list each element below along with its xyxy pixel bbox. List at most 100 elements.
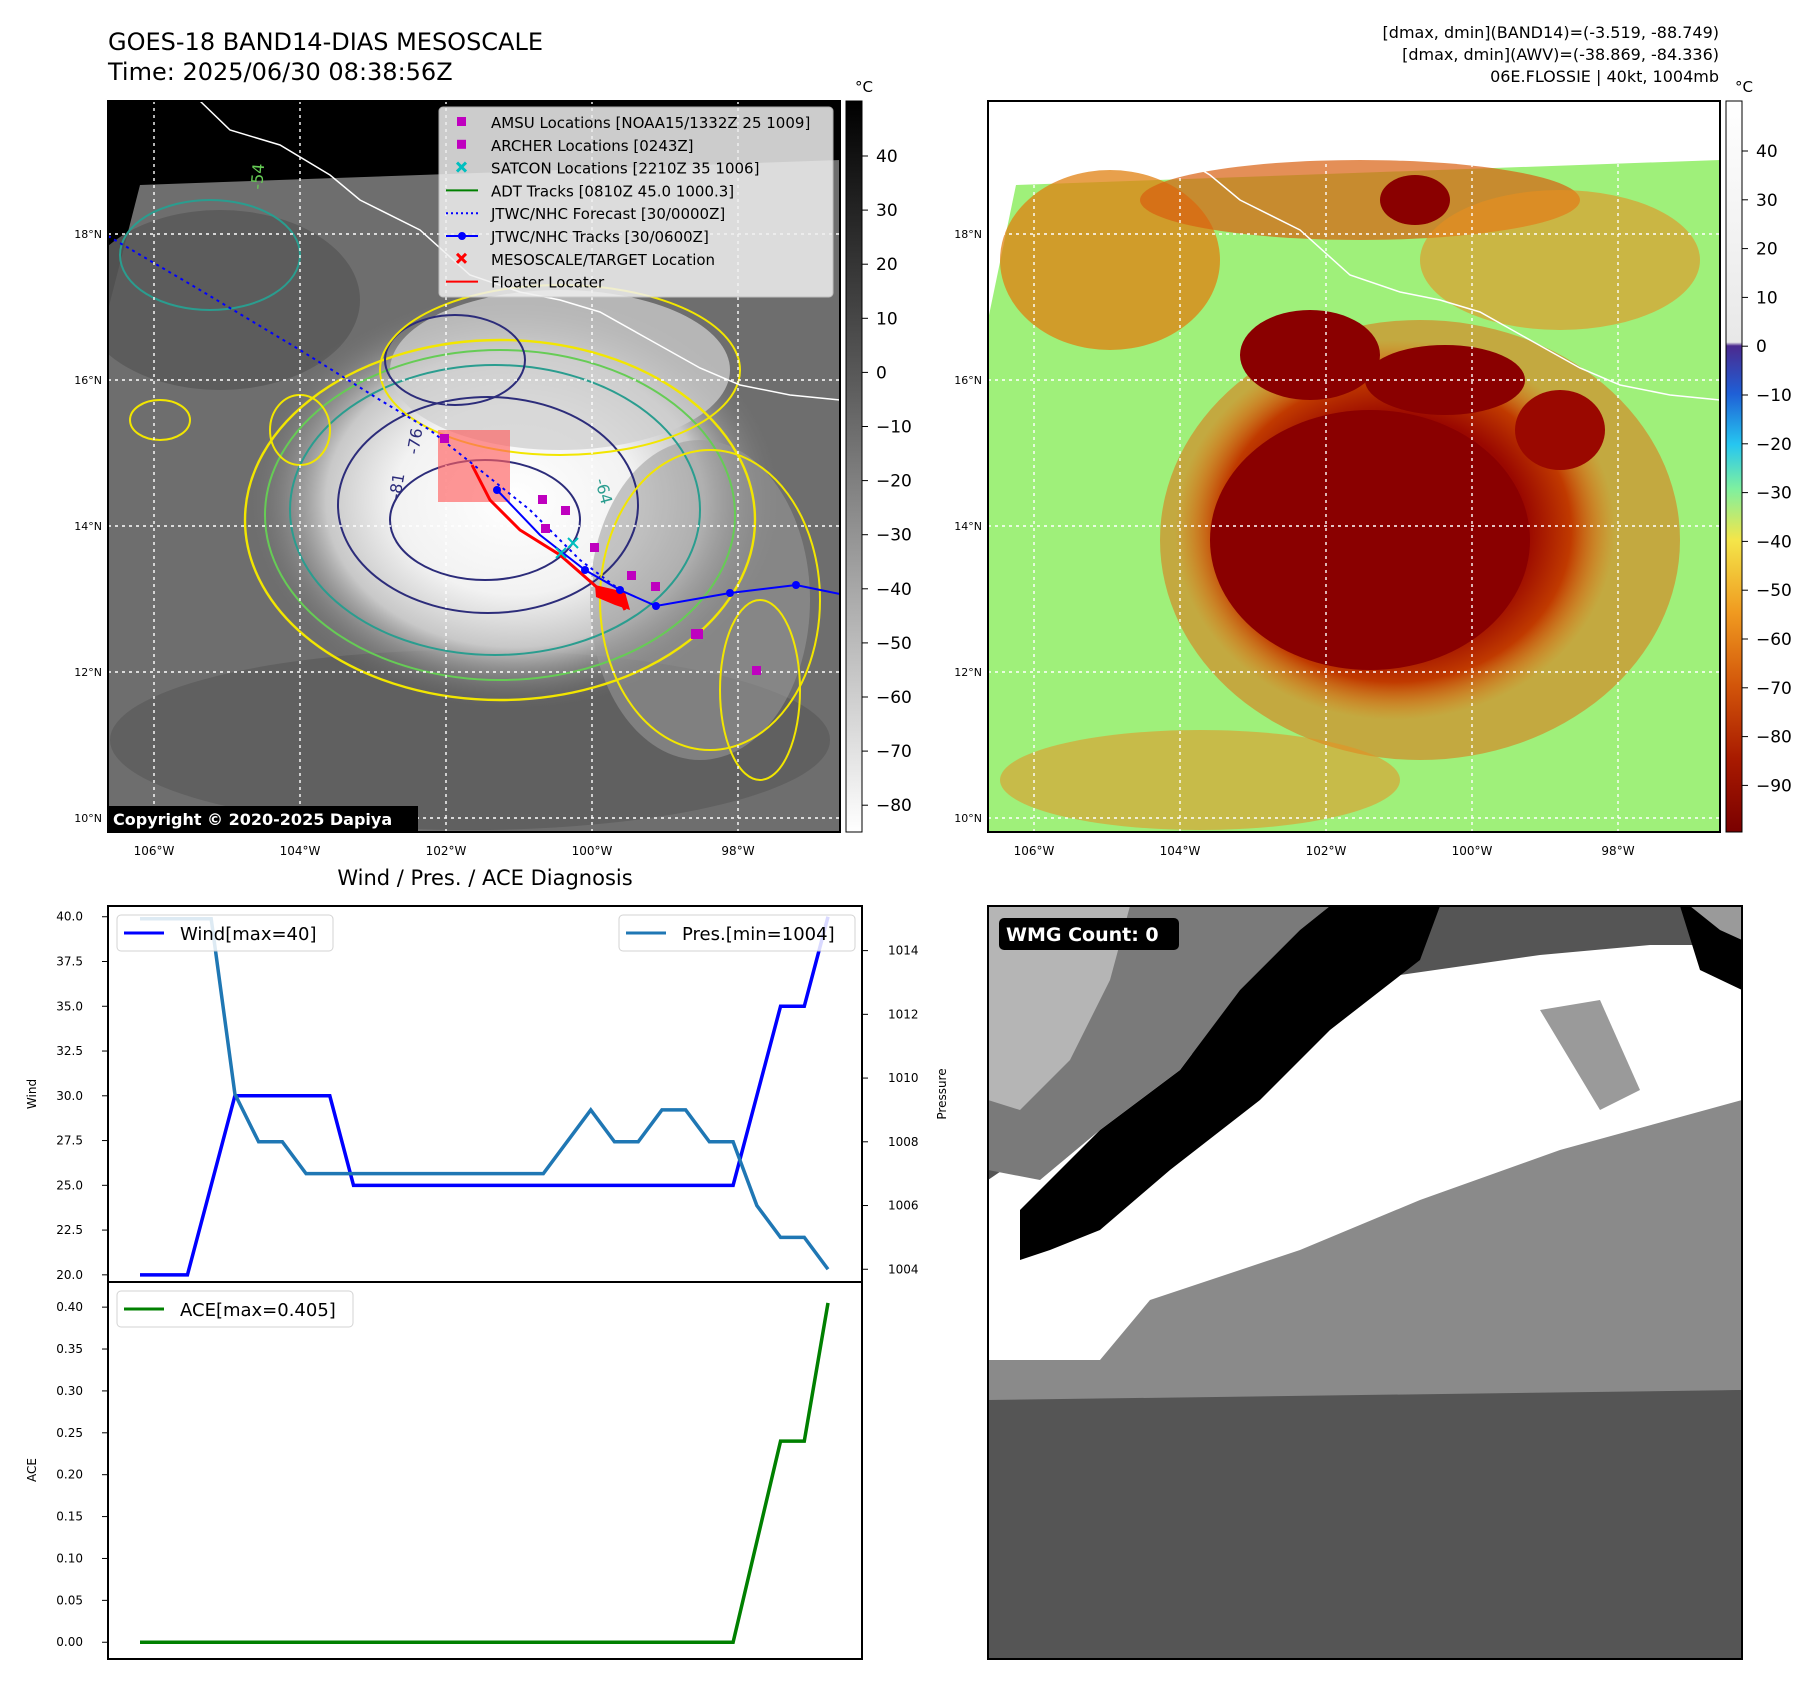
contour-label-81: -81 — [385, 472, 408, 501]
colorbar-tick-label: 20 — [876, 255, 898, 275]
lon-tick-label: 100°W — [1452, 844, 1493, 858]
band14-colorbar: °C 40 30 20 10 0 −10 −20 −30 −40 −50 −60 −70 −80 — [845, 78, 912, 833]
lon-tick-label: 106°W — [1014, 844, 1055, 858]
lon-tick-label: 98°W — [721, 844, 754, 858]
lon-tick-label: 102°W — [426, 844, 467, 858]
figure-time: Time: 2025/06/30 08:38:56Z — [107, 58, 453, 86]
legend-label: JTWC/NHC Tracks [30/0600Z] — [490, 228, 709, 246]
map2-frame — [987, 100, 1721, 833]
lon-tick-label: 106°W — [134, 844, 175, 858]
legend-item: SATCON Locations [2210Z 35 1006] — [455, 160, 759, 178]
ace-axis-tick-label: 0.15 — [56, 1510, 83, 1524]
legend-item: ARCHER Locations [0243Z] — [457, 137, 694, 155]
colorbar-tick-label: −50 — [876, 634, 912, 654]
legend-marker-x — [455, 161, 468, 173]
contour-cell-w — [129, 399, 191, 441]
legend-item: AMSU Locations [NOAA15/1332Z 25 1009] — [457, 114, 810, 132]
ace-legend-label: ACE[max=0.405] — [180, 1300, 336, 1321]
wind-axis-tick-label: 37.5 — [56, 955, 83, 969]
colorbar-tick-label: −50 — [1756, 581, 1792, 601]
wind-legend: Wind[max=40] — [116, 914, 334, 952]
ace-axis-tick-label: 0.40 — [56, 1300, 83, 1314]
colorbar-tick-label: −90 — [1756, 776, 1792, 796]
wind-axis-tick-label: 35.0 — [56, 999, 83, 1013]
wmg-panel: WMG Count: 0 — [987, 905, 1743, 1660]
wmg-count-box — [999, 918, 1179, 950]
lat-tick-label: 12°N — [74, 666, 102, 679]
wind-axis-label: Wind — [25, 1079, 39, 1109]
best-track — [496, 489, 840, 608]
ace-legend: ACE[max=0.405] — [116, 1290, 354, 1328]
pressure-legend: Pres.[min=1004] — [618, 914, 856, 952]
colorbar-tick-label: −40 — [1756, 532, 1792, 552]
dmax-band14: [dmax, dmin](BAND14)=(-3.519, -88.749) — [1383, 23, 1719, 42]
wind-axis-tick-label: 32.5 — [56, 1044, 83, 1058]
contour-green — [264, 349, 736, 681]
colorbar-tick-label: 20 — [1756, 240, 1778, 260]
ace-axis-tick-label: 0.00 — [56, 1635, 83, 1649]
wmg-black-band — [1020, 906, 1440, 1260]
lon-tick-label: 104°W — [1160, 844, 1201, 858]
band14-map: -81 -76 -64 -54 — [74, 100, 841, 858]
ace-axis-tick-label: 0.20 — [56, 1468, 83, 1482]
legend-item: JTWC/NHC Tracks [30/0600Z] — [446, 228, 709, 246]
diagnosis-title: Wind / Pres. / ACE Diagnosis — [337, 866, 632, 890]
awv-cell-n1 — [1240, 310, 1380, 400]
colorbar-tick-label: −20 — [876, 472, 912, 492]
legend-label: SATCON Locations [2210Z 35 1006] — [491, 160, 759, 178]
awv-cell-ne — [1515, 390, 1605, 470]
colorbar-tick-label: −80 — [876, 796, 912, 816]
ir-cloud-band-west — [108, 210, 360, 390]
map2-gridlines — [988, 101, 1720, 832]
lat-tick-label: 14°N — [74, 520, 102, 533]
colorbar-tick-label: −30 — [876, 526, 912, 546]
wmg-count-label: WMG Count: 0 — [1006, 924, 1159, 946]
ace-series-line — [140, 1302, 830, 1644]
wind-axis-tick-label: 25.0 — [56, 1178, 83, 1192]
ace-chart: 0.00 0.05 0.10 0.15 0.20 0.25 0.30 0.35 0.40 ACE… — [25, 1281, 863, 1660]
colorbar-tick-label: 0 — [876, 363, 887, 383]
pressure-axis-tick-label: 1004 — [888, 1262, 919, 1276]
contour-teal — [289, 364, 701, 656]
colorbar-tick-label: −60 — [1756, 630, 1792, 650]
pressure-axis-tick-label: 1014 — [888, 944, 919, 958]
contour-cell-s — [719, 599, 801, 781]
ace-axis-tick-label: 0.25 — [56, 1426, 83, 1440]
awv-dry-ne — [1420, 190, 1700, 330]
awv-cell-top — [1380, 175, 1450, 225]
pressure-axis-label: Pressure — [935, 1068, 949, 1119]
contour-navy-outer — [337, 396, 639, 614]
lon-tick-label: 102°W — [1306, 844, 1347, 858]
dmax-awv: [dmax, dmin](AWV)=(-38.869, -84.336) — [1402, 45, 1719, 64]
best-track-points — [493, 486, 800, 610]
storm-info: 06E.FLOSSIE | 40kt, 1004mb — [1490, 67, 1719, 86]
contour-outer — [243, 338, 757, 702]
wmg-ridge-gray — [1540, 1000, 1640, 1110]
legend-label: JTWC/NHC Forecast [30/0000Z] — [490, 205, 725, 223]
legend-item: Floater Locater — [446, 274, 605, 292]
colorbar-tick-label: −70 — [876, 742, 912, 762]
awv-dry-s — [1000, 730, 1400, 830]
colorbar-tick-label: 0 — [1756, 337, 1767, 357]
colorbar-tick-label: 10 — [876, 309, 898, 329]
copyright-box — [108, 806, 418, 832]
lat-tick-label: 12°N — [954, 666, 982, 679]
contour-band-se — [599, 449, 821, 751]
lat-tick-label: 16°N — [954, 374, 982, 387]
lat-tick-label: 10°N — [954, 812, 982, 825]
band14-colorbar-unit: °C — [855, 78, 873, 96]
wmg-gray-band — [988, 1100, 1742, 1440]
wmg-dark-south — [988, 1390, 1742, 1659]
lon-tick-label: 100°W — [572, 844, 613, 858]
wind-series-line — [140, 916, 830, 1277]
colorbar-tick-label: −20 — [1756, 435, 1792, 455]
ace-axis-tick-label: 0.05 — [56, 1593, 83, 1607]
lat-tick-label: 10°N — [74, 812, 102, 825]
wind-axis-tick-label: 20.0 — [56, 1268, 83, 1282]
colorbar-tick-label: 40 — [876, 147, 898, 167]
wind-axis-tick-label: 30.0 — [56, 1089, 83, 1103]
colorbar-tick-label: −10 — [1756, 386, 1792, 406]
wmg-white-band — [988, 945, 1742, 1360]
colorbar-tick-label: 30 — [1756, 191, 1778, 211]
